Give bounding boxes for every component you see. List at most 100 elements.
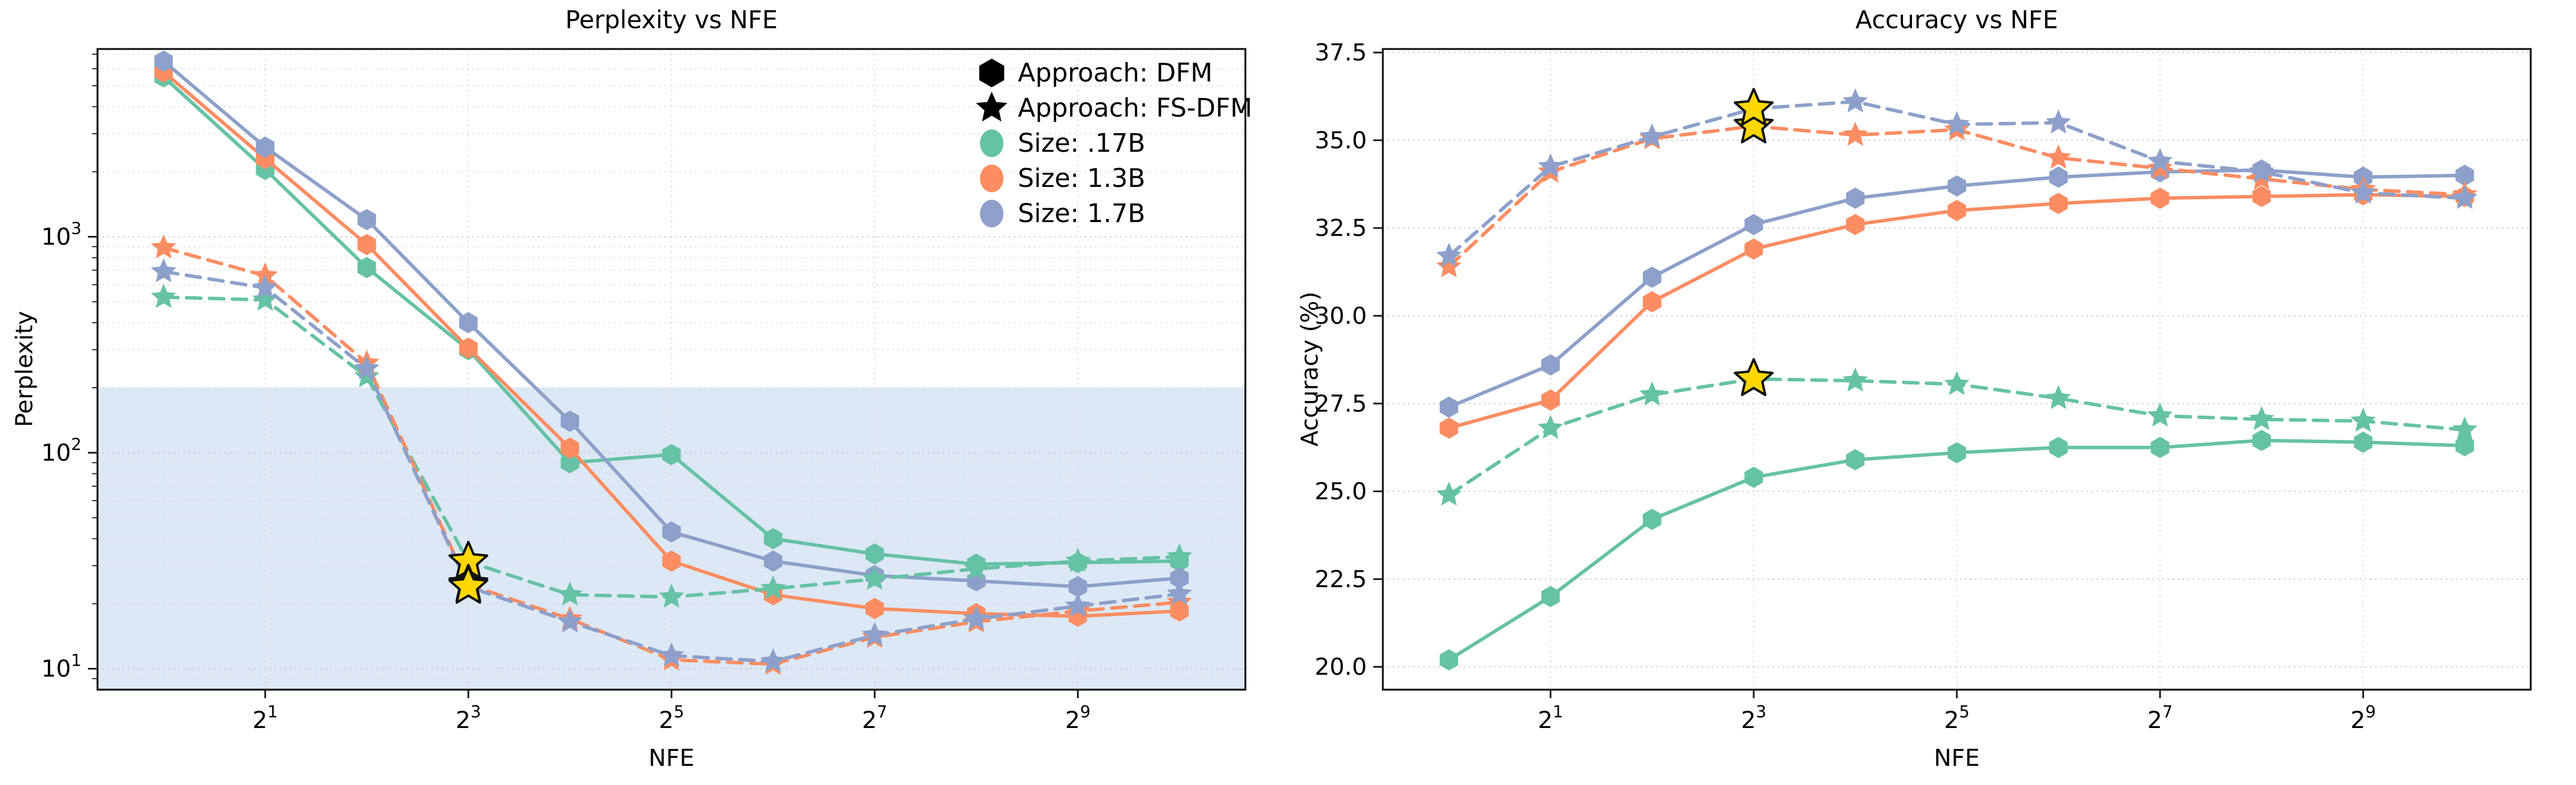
star-marker <box>2147 402 2173 427</box>
hexagon-marker <box>1170 567 1189 589</box>
hexagon-marker <box>2252 430 2271 451</box>
hexagon-marker <box>2049 437 2068 459</box>
star-marker <box>1639 123 1665 148</box>
y-tick-label: 101 <box>41 651 82 683</box>
hexagon-marker <box>1846 214 1865 235</box>
star-marker <box>1537 153 1564 178</box>
x-tick-label: 25 <box>1944 702 1970 734</box>
y-tick-label: 27.5 <box>1315 390 1367 418</box>
hexagon-marker <box>357 234 376 256</box>
hexagon-marker <box>459 337 478 359</box>
hexagon-icon <box>979 59 1005 87</box>
hexagon-marker <box>662 550 681 572</box>
hexagon-marker <box>459 312 478 333</box>
y-tick-label: 37.5 <box>1315 39 1367 67</box>
legend-label: Approach: FS-DFM <box>1018 93 1253 123</box>
star-marker <box>151 258 176 283</box>
hexagon-marker <box>357 257 376 279</box>
hexagon-marker <box>154 50 173 72</box>
hexagon-marker <box>1541 389 1560 411</box>
hexagon-marker <box>357 209 376 231</box>
hexagon-marker <box>1068 576 1087 598</box>
star-marker <box>2452 416 2477 441</box>
y-tick-label: 20.0 <box>1315 653 1367 681</box>
y-tick-label: 102 <box>41 435 82 467</box>
legend-label: Size: 1.3B <box>1018 163 1146 193</box>
x-tick-label: 29 <box>2351 702 2376 734</box>
x-tick-label: 25 <box>659 702 684 734</box>
left-plot-xlabel: NFE <box>648 745 695 772</box>
star-marker <box>963 555 989 580</box>
star-marker <box>659 642 684 667</box>
hexagon-marker <box>764 528 783 550</box>
star-marker <box>2046 109 2071 134</box>
right-plot-title: Accuracy vs NFE <box>1855 5 2059 34</box>
highlight-star-icon <box>1733 358 1774 396</box>
star-marker <box>557 608 583 633</box>
star-marker <box>354 355 379 380</box>
accuracy-panel: 21 23 25 27 29 20.0 22.5 25.0 27.5 30.0 32.5 35.0 37… <box>1315 39 2532 734</box>
star-marker <box>1842 88 1868 113</box>
star-marker <box>1167 543 1192 568</box>
star-marker <box>963 606 989 630</box>
star-marker <box>2046 385 2071 410</box>
hexagon-marker <box>662 521 681 543</box>
legend-entry-size-017b: Size: .17B <box>974 126 1252 161</box>
star-marker <box>760 648 786 673</box>
star-marker <box>2046 144 2071 169</box>
y-tick-label: 30.0 <box>1315 302 1367 330</box>
hexagon-marker <box>2455 435 2474 456</box>
left-plot-ylabel: Perplexity <box>11 310 38 428</box>
hexagon-marker <box>2049 166 2068 188</box>
hexagon-marker <box>1744 238 1763 260</box>
right-plot-xlabel: NFE <box>1933 745 1980 772</box>
y-tick-label: 25.0 <box>1315 478 1367 505</box>
star-marker <box>2350 179 2376 204</box>
star-marker <box>1639 381 1665 406</box>
hexagon-marker <box>2049 193 2068 214</box>
hexagon-marker <box>1846 449 1865 471</box>
hexagon-marker <box>1541 354 1560 376</box>
y-tick-label: 22.5 <box>1315 566 1367 593</box>
hexagon-marker <box>2151 187 2169 209</box>
hexagon-marker <box>1439 417 1459 439</box>
right-plot-ylabel: Accuracy (%) <box>1296 291 1324 447</box>
star-marker <box>354 363 379 388</box>
hexagon-marker <box>1541 586 1560 608</box>
star-marker <box>2249 406 2274 430</box>
star-marker <box>1436 242 1462 267</box>
star-marker <box>252 274 278 299</box>
hexagon-marker <box>662 444 681 465</box>
hexagon-marker <box>1744 214 1763 235</box>
star-marker <box>1537 414 1564 439</box>
hexagon-marker <box>1439 649 1459 670</box>
star-icon <box>976 92 1008 122</box>
highlight-star-icon <box>1733 87 1774 126</box>
hexagon-marker <box>561 410 579 432</box>
star-marker <box>1065 547 1091 572</box>
circle-icon <box>980 129 1003 157</box>
series-line-fs-dfm--17b <box>1447 377 2467 497</box>
star-marker <box>1436 481 1462 506</box>
x-tick-label: 21 <box>1538 702 1564 734</box>
x-tick-label: 29 <box>1065 702 1091 734</box>
hexagon-marker <box>1744 467 1763 488</box>
hexagon-marker <box>1846 187 1865 209</box>
hexagon-marker <box>256 136 274 158</box>
hexagon-marker <box>1947 442 1966 464</box>
legend-entry-size-13b: Size: 1.3B <box>974 161 1252 196</box>
star-marker <box>151 234 176 259</box>
star-marker <box>2147 148 2173 173</box>
x-tick-label: 23 <box>456 702 481 734</box>
star-marker <box>2350 407 2376 432</box>
star-marker <box>1944 111 1970 135</box>
legend-label: Size: 1.7B <box>1018 199 1146 228</box>
hexagon-marker <box>1642 266 1662 288</box>
star-marker <box>2452 185 2477 209</box>
hexagon-marker <box>561 437 579 459</box>
perplexity-panel: 21 23 25 27 29 101 102 103 <box>41 48 1246 734</box>
hexagon-marker <box>764 550 783 572</box>
legend-label: Approach: DFM <box>1018 58 1213 88</box>
left-plot-title: Perplexity vs NFE <box>565 5 778 34</box>
hexagon-marker <box>2151 437 2169 459</box>
